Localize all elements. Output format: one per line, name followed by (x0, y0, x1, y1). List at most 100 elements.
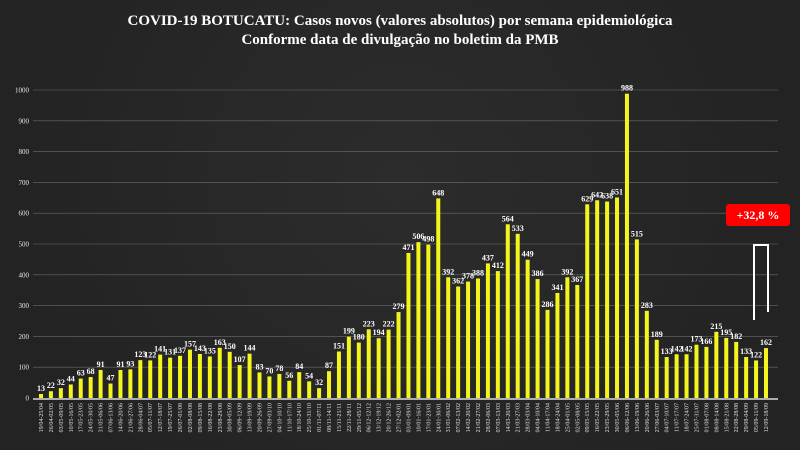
chart-title-line1: COVID-19 BOTUCATU: Casos novos (valores … (127, 13, 673, 29)
x-tick-label: 19/04-25/04 (39, 403, 45, 432)
bar (684, 354, 689, 398)
x-tick-label: 06/06-12/06 (625, 403, 631, 432)
data-label: 107 (234, 355, 246, 364)
bar (734, 341, 739, 398)
y-tick-label: 900 (19, 117, 30, 125)
gridlines (33, 89, 778, 368)
data-label: 988 (621, 84, 633, 93)
data-label: 437 (482, 253, 494, 262)
x-tick-label: 31/05-06/06 (99, 403, 105, 432)
data-label: 56 (285, 371, 293, 380)
x-tick-label: 06/09-12/09 (238, 403, 244, 432)
x-tick-label: 25/07-31/07 (694, 403, 700, 432)
bar (227, 351, 232, 398)
x-axis-labels: 19/04-25/04 26/04-02/05 03/05-09/05 10/05-1… (39, 403, 770, 432)
x-tick-label: 02/08-08/08 (188, 403, 194, 432)
x-tick-label: 11/10-17/10 (287, 403, 293, 432)
x-tick-label: 23/08-29/08 (218, 403, 224, 432)
bar (336, 351, 341, 398)
data-label: 133 (661, 347, 673, 356)
bar (664, 357, 669, 398)
data-label: 143 (194, 344, 206, 353)
bar (545, 309, 550, 398)
data-label: 144 (244, 344, 256, 353)
bar (376, 338, 381, 398)
data-label: 166 (700, 337, 712, 346)
x-tick-label: 13/06-19/06 (635, 403, 641, 432)
bar (714, 331, 719, 398)
bar (118, 369, 123, 398)
bar (58, 388, 63, 398)
data-label: 498 (422, 235, 434, 244)
x-tick-label: 23/05-29/05 (605, 403, 611, 432)
data-label: 163 (214, 338, 226, 347)
data-label: 386 (532, 269, 544, 278)
x-tick-label: 14/06-20/06 (118, 403, 124, 432)
x-tick-label: 29/11-05/12 (357, 403, 363, 432)
x-tick-label: 27/06-03/07 (655, 403, 661, 432)
bar (48, 391, 53, 398)
x-tick-label: 28/02-06/03 (486, 403, 492, 432)
bar (615, 197, 620, 398)
x-tick-label: 24/01-30/01 (436, 403, 442, 432)
bar (327, 371, 332, 398)
bar (654, 339, 659, 398)
data-label: 91 (97, 360, 105, 369)
bar (108, 383, 113, 398)
x-tick-label: 11/07-17/07 (675, 403, 681, 432)
data-label: 157 (184, 340, 196, 349)
bar (694, 344, 699, 398)
bars (39, 93, 768, 399)
bar (297, 372, 302, 398)
data-label: 150 (224, 342, 236, 351)
bar (644, 310, 649, 398)
y-tick-label: 500 (19, 241, 30, 249)
bar (535, 279, 540, 398)
x-tick-label: 09/08-15/08 (198, 403, 204, 432)
y-tick-label: 700 (19, 179, 30, 187)
data-label: 223 (363, 319, 375, 328)
data-label: 32 (315, 378, 323, 387)
x-tick-label: 08/11-14/11 (327, 403, 333, 432)
data-label: 54 (305, 371, 313, 380)
data-label: 533 (512, 224, 524, 233)
x-tick-label: 27/12-02/01 (397, 403, 403, 432)
bar (128, 369, 133, 398)
bar (565, 277, 570, 398)
data-label: 222 (383, 320, 395, 329)
bar (406, 252, 411, 398)
bar (555, 292, 560, 398)
x-tick-label: 14/03-20/03 (506, 403, 512, 432)
bar (456, 286, 461, 398)
bar (178, 355, 183, 398)
x-tick-label: 26/07-01/08 (178, 403, 184, 432)
x-tick-label: 20/09-26/09 (257, 403, 263, 432)
bar (495, 271, 500, 398)
bar (207, 356, 212, 398)
bar (187, 349, 192, 398)
data-label: 189 (651, 330, 663, 339)
y-tick-label: 200 (19, 333, 30, 341)
data-label: 412 (492, 261, 504, 270)
x-tick-label: 09/05-15/05 (585, 403, 591, 432)
data-label: 392 (561, 267, 573, 276)
x-tick-label: 28/06-04/07 (138, 403, 144, 432)
bar (436, 198, 441, 398)
data-label: 471 (402, 243, 414, 252)
chart-title: COVID-19 BOTUCATU: Casos novos (valores … (0, 12, 800, 50)
data-label: 141 (154, 345, 166, 354)
x-tick-label: 10/01-16/01 (416, 403, 422, 432)
data-label: 449 (522, 250, 534, 259)
data-label: 194 (373, 328, 385, 337)
data-label: 123 (134, 350, 146, 359)
y-tick-label: 0 (26, 395, 30, 403)
x-tick-label: 08/08-14/08 (714, 403, 720, 432)
data-label: 341 (551, 283, 563, 292)
bar (744, 357, 749, 398)
x-tick-label: 29/08-04/09 (744, 403, 750, 432)
bar (674, 354, 679, 398)
x-tick-label: 30/08-05/09 (228, 403, 234, 432)
data-label: 84 (295, 362, 303, 371)
